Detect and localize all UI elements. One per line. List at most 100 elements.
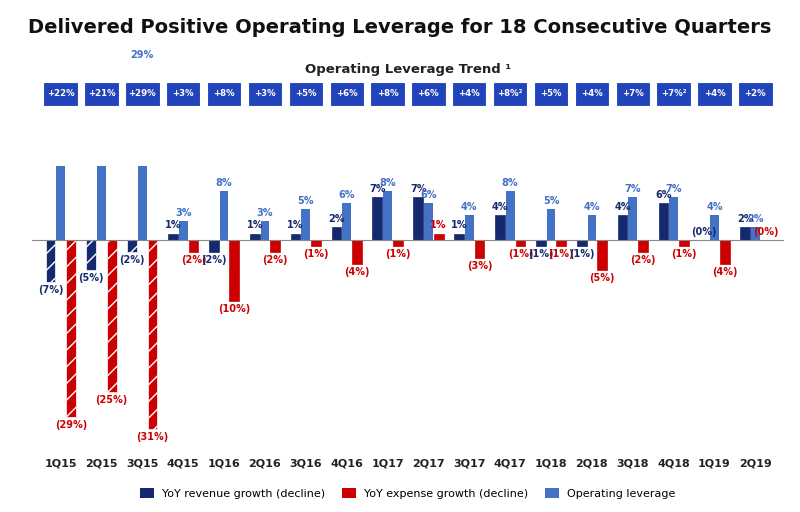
Bar <box>670 197 678 240</box>
Text: (2%): (2%) <box>201 255 226 265</box>
Bar <box>290 233 301 240</box>
Text: 6%: 6% <box>655 190 672 200</box>
Text: 6%: 6% <box>338 190 355 200</box>
Bar <box>424 203 433 240</box>
Bar <box>598 240 607 270</box>
Bar <box>148 240 158 429</box>
FancyBboxPatch shape <box>657 82 691 106</box>
Bar <box>189 240 198 252</box>
Bar <box>414 197 423 240</box>
Bar <box>618 215 627 240</box>
Text: 4%: 4% <box>706 202 722 212</box>
FancyBboxPatch shape <box>166 82 200 106</box>
Text: 3%: 3% <box>175 208 191 218</box>
Text: (2%): (2%) <box>262 255 288 265</box>
FancyBboxPatch shape <box>289 82 323 106</box>
Text: 1%: 1% <box>246 221 263 230</box>
Bar <box>168 233 178 240</box>
Text: 29%: 29% <box>130 50 154 59</box>
FancyBboxPatch shape <box>43 82 78 106</box>
FancyBboxPatch shape <box>698 82 732 106</box>
Text: 1%: 1% <box>451 221 467 230</box>
Bar <box>515 240 526 246</box>
Bar <box>587 215 596 240</box>
Bar <box>546 209 555 240</box>
Bar <box>209 240 218 252</box>
FancyBboxPatch shape <box>738 82 773 106</box>
Text: 4%: 4% <box>584 202 600 212</box>
Text: (5%): (5%) <box>590 273 615 283</box>
Bar <box>342 203 351 240</box>
FancyBboxPatch shape <box>574 82 609 106</box>
Text: +7%²: +7%² <box>661 90 686 98</box>
FancyBboxPatch shape <box>493 82 527 106</box>
Text: 7%: 7% <box>410 184 426 194</box>
Bar <box>332 227 342 240</box>
Bar <box>495 215 505 240</box>
Text: +4%: +4% <box>458 90 480 98</box>
Text: (25%): (25%) <box>95 395 128 405</box>
Bar <box>557 240 566 246</box>
Bar <box>66 240 76 417</box>
Text: (2%): (2%) <box>181 255 206 265</box>
Text: 8%: 8% <box>216 178 232 188</box>
Text: +8%²: +8%² <box>498 90 523 98</box>
Bar <box>629 197 637 240</box>
Bar <box>679 240 689 246</box>
Bar <box>352 240 362 264</box>
Text: (0%): (0%) <box>691 226 717 237</box>
Text: (1%): (1%) <box>549 249 574 259</box>
Bar <box>710 215 719 240</box>
Text: Operating Leverage Trend ¹: Operating Leverage Trend ¹ <box>305 63 511 76</box>
Text: 6%: 6% <box>420 190 437 200</box>
FancyBboxPatch shape <box>452 82 486 106</box>
Bar <box>658 203 668 240</box>
Text: 7%: 7% <box>666 184 682 194</box>
Text: +2%: +2% <box>745 90 766 98</box>
Text: 21%: 21% <box>90 98 113 109</box>
Text: 4%: 4% <box>461 202 478 212</box>
Bar <box>751 227 760 240</box>
Bar <box>434 233 443 240</box>
Text: +5%: +5% <box>540 90 562 98</box>
Bar <box>536 240 546 246</box>
Text: 5%: 5% <box>298 196 314 206</box>
Text: (2%): (2%) <box>119 255 145 265</box>
Bar <box>270 240 280 252</box>
Bar <box>302 209 310 240</box>
Text: +3%: +3% <box>173 90 194 98</box>
Text: (1%): (1%) <box>303 249 329 259</box>
Bar <box>56 105 65 240</box>
Text: (1%): (1%) <box>385 249 410 259</box>
Bar <box>138 62 146 240</box>
Text: (0%): (0%) <box>753 226 778 237</box>
Text: +29%: +29% <box>129 90 156 98</box>
Bar <box>720 240 730 264</box>
FancyBboxPatch shape <box>248 82 282 106</box>
Bar <box>577 240 586 246</box>
Bar <box>250 233 259 240</box>
FancyBboxPatch shape <box>411 82 446 106</box>
Text: (2%): (2%) <box>630 255 656 265</box>
Bar <box>506 191 514 240</box>
Text: (1%): (1%) <box>569 249 594 259</box>
Bar <box>127 240 137 252</box>
Bar <box>46 240 55 282</box>
Text: 1%: 1% <box>165 221 182 230</box>
Text: (1%): (1%) <box>671 249 697 259</box>
Text: (4%): (4%) <box>344 267 370 277</box>
Text: 7%: 7% <box>625 184 641 194</box>
Bar <box>220 191 229 240</box>
FancyBboxPatch shape <box>125 82 159 106</box>
Text: +21%: +21% <box>88 90 115 98</box>
FancyBboxPatch shape <box>330 82 364 106</box>
Text: +4%: +4% <box>704 90 726 98</box>
Text: (1%): (1%) <box>528 249 554 259</box>
Text: +7%: +7% <box>622 90 644 98</box>
Bar <box>97 112 106 240</box>
Bar <box>107 240 117 392</box>
Bar <box>230 240 239 301</box>
Text: 2%: 2% <box>747 215 764 224</box>
Text: +5%: +5% <box>295 90 317 98</box>
Bar <box>474 240 484 258</box>
